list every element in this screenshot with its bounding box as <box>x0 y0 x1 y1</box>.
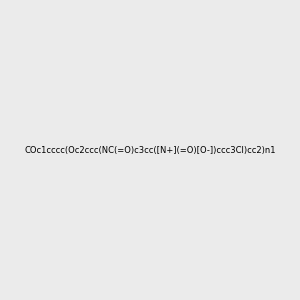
Text: COc1cccc(Oc2ccc(NC(=O)c3cc([N+](=O)[O-])ccc3Cl)cc2)n1: COc1cccc(Oc2ccc(NC(=O)c3cc([N+](=O)[O-])… <box>24 146 276 154</box>
